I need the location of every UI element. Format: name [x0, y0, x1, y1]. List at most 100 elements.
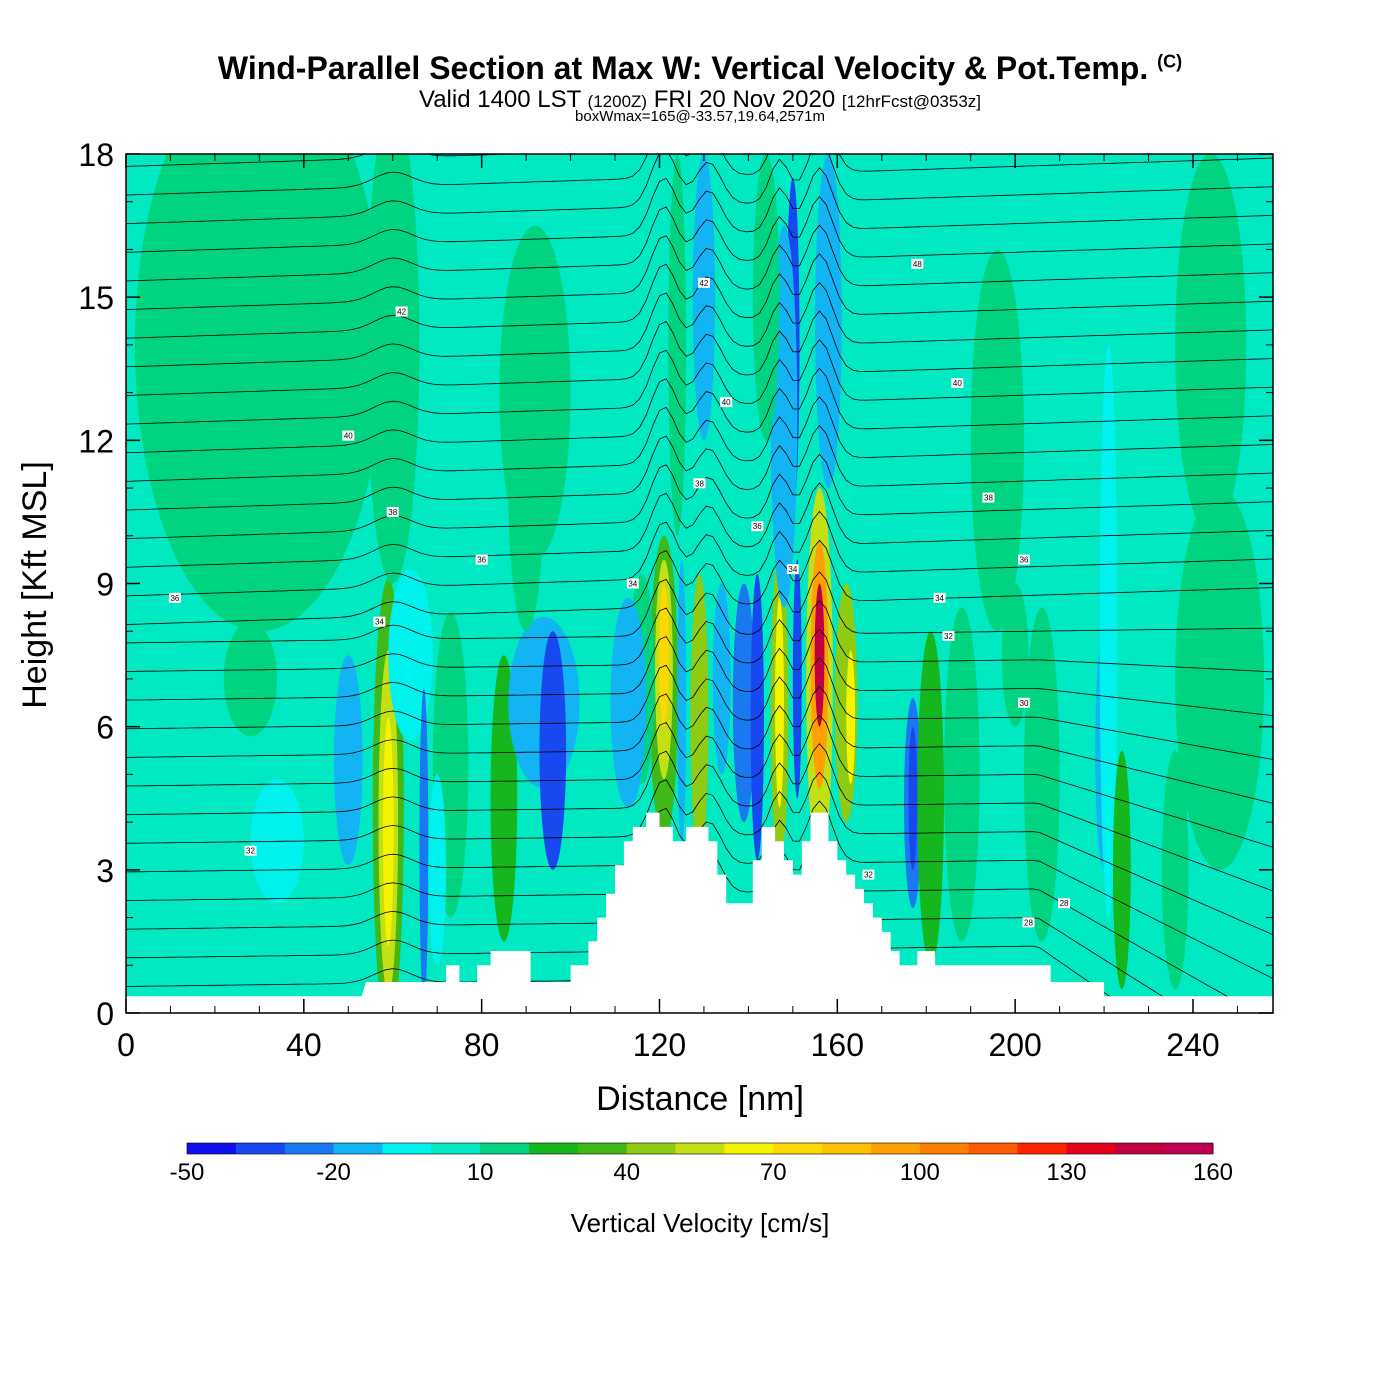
x-tick-label: 80: [464, 1027, 500, 1063]
colorbar-swatch: [1017, 1143, 1067, 1154]
theta-label-bg: [751, 521, 764, 532]
theta-label-bg: [933, 592, 946, 603]
theta-label-bg: [475, 554, 488, 565]
theta-label-bg: [386, 506, 399, 517]
theta-isentrope: [126, 510, 1273, 597]
y-axis-label: Height [Kft MSL]: [16, 461, 54, 709]
theta-label-text: 30: [1020, 699, 1029, 708]
theta-isentrope: [126, 743, 1273, 892]
colorbar-swatch: [333, 1143, 383, 1154]
valid-date: FRI 20 Nov 2020: [653, 86, 836, 113]
velocity-cell: [752, 154, 780, 441]
x-tick-label: 120: [633, 1027, 686, 1063]
theta-label-bg: [395, 306, 408, 317]
colorbar-swatch: [773, 1143, 823, 1154]
theta-label: 40: [951, 378, 964, 389]
theta-isentrope: [126, 167, 1273, 253]
y-tick-label: 18: [78, 137, 114, 173]
theta-label-text: 32: [864, 871, 873, 880]
velocity-cell: [1161, 750, 1189, 990]
theta-label-text: 40: [344, 432, 353, 441]
theta-label: 28: [1058, 898, 1071, 909]
y-tick-label: 12: [78, 423, 114, 459]
chart-title: Wind-Parallel Section at Max W: Vertical…: [0, 50, 1400, 87]
theta-label-text: 32: [246, 847, 255, 856]
x-tick-label: 40: [286, 1027, 322, 1063]
colorbar-swatch: [822, 1143, 872, 1154]
theta-label: 40: [720, 397, 733, 408]
colorbar-swatch: [577, 1143, 628, 1154]
theta-label-text: 40: [722, 398, 731, 407]
velocity-cell: [1001, 583, 1029, 727]
theta-isentrope: [126, 339, 1273, 425]
velocity-cell: [1175, 154, 1247, 536]
zulu-time: (1200Z): [587, 92, 648, 111]
theta-label-bg: [1018, 554, 1031, 565]
theta-label-text: 36: [170, 594, 179, 603]
velocity-cell: [223, 621, 278, 737]
colorbar-swatch: [626, 1143, 677, 1154]
velocity-cell: [814, 583, 825, 727]
theta-isentrope: [126, 396, 1273, 482]
velocity-cell: [815, 154, 842, 489]
colorbar-swatch: [187, 1143, 237, 1154]
theta-isentrope: [126, 367, 1273, 454]
theta-label-text: 40: [953, 379, 962, 388]
theta-label-text: 28: [1024, 918, 1033, 927]
theta-label: 48: [911, 258, 924, 269]
theta-label: 36: [751, 521, 764, 532]
velocity-cell: [1024, 607, 1060, 942]
velocity-cell: [134, 154, 384, 632]
theta-label: 34: [373, 616, 386, 627]
x-tick-label: 160: [811, 1027, 864, 1063]
theta-label-text: 34: [375, 618, 384, 627]
theta-isentrope: [126, 424, 1273, 511]
velocity-cell: [908, 726, 918, 870]
theta-isentrope: [126, 685, 1273, 804]
x-axis-label: Distance [nm]: [596, 1080, 804, 1118]
velocity-cell: [419, 688, 429, 1004]
theta-label-text: 38: [695, 479, 704, 488]
velocity-cell: [846, 650, 856, 784]
theta-label: 32: [244, 845, 257, 856]
x-tick-label: 200: [988, 1027, 1041, 1063]
theta-isentrope: [126, 154, 523, 167]
velocity-cell: [388, 569, 433, 741]
colorbar-frame: [186, 1142, 1214, 1155]
theta-label: 36: [475, 554, 488, 565]
colorbar-swatch: [235, 1143, 286, 1154]
velocity-cell: [610, 597, 647, 808]
box-wmax-info: boxWmax=165@-33.57,19.64,2571m: [575, 108, 825, 125]
theta-label-text: 42: [699, 279, 708, 288]
theta-label: 42: [395, 306, 408, 317]
theta-label-text: 32: [944, 632, 953, 641]
colorbar-swatch: [529, 1143, 579, 1154]
x-tick-label: 240: [1166, 1027, 1219, 1063]
velocity-cell: [1175, 488, 1265, 870]
theta-labels: 42 40 38 36 34 36 32 42 40 38 36 34 34 48 40 38 36 34 32 30…: [168, 258, 1071, 928]
colorbar-swatch: [382, 1143, 432, 1154]
x-tick-label: 0: [117, 1027, 135, 1063]
theta-label-bg: [786, 564, 799, 575]
theta-label-bg: [168, 592, 181, 603]
theta-label: 36: [1018, 554, 1031, 565]
theta-isentrope: [126, 571, 1273, 644]
theta-label-bg: [697, 277, 710, 288]
colorbar-swatch: [871, 1143, 921, 1154]
colorbar-swatch: [431, 1143, 481, 1154]
velocity-cell: [775, 597, 784, 808]
theta-label: 32: [942, 630, 955, 641]
colorbar: -50 -20 10 40 70 100 130 160: [170, 1142, 1233, 1186]
theta-label: 36: [168, 592, 181, 603]
valid-time: Valid 1400 LST: [418, 86, 581, 113]
velocity-cell: [732, 583, 756, 823]
velocity-cell: [677, 559, 687, 846]
colorbar-swatch: [1164, 1143, 1214, 1154]
colorbar-tick-label: 130: [1046, 1159, 1086, 1186]
colorbar-swatch: [1115, 1143, 1165, 1154]
theta-isentrope: [126, 657, 1273, 760]
colorbar-tick-label: 70: [760, 1159, 787, 1186]
theta-label: 30: [1018, 697, 1031, 708]
theta-label-bg: [720, 397, 733, 408]
